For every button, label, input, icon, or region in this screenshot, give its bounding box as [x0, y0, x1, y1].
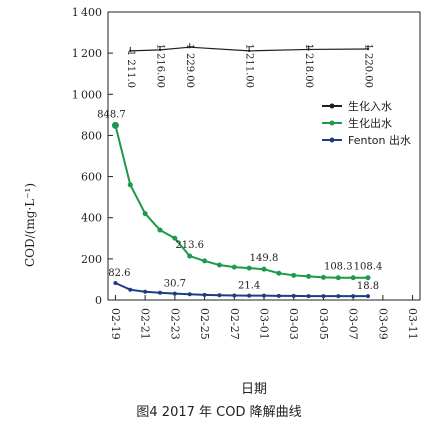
y-tick-label: 200 [81, 253, 102, 266]
data-point [113, 281, 118, 286]
data-point [335, 275, 341, 281]
data-point [306, 294, 311, 299]
data-point [246, 265, 252, 271]
data-point [127, 182, 133, 188]
y-tick-label: 0 [95, 294, 102, 307]
y-tick-label: 600 [81, 171, 102, 184]
data-label: 848.7 [97, 109, 126, 120]
x-tick-label: 03-03 [287, 308, 300, 340]
data-point [351, 294, 356, 299]
legend-label: 生化出水 [348, 116, 392, 130]
data-point [261, 266, 267, 272]
data-point [128, 287, 133, 292]
data-point [231, 264, 237, 270]
x-tick-label: 02-19 [109, 308, 122, 340]
data-point [276, 270, 282, 276]
data-point [202, 292, 207, 297]
x-tick-label: 02-21 [139, 308, 152, 340]
data-point [262, 293, 266, 298]
x-tick-label: 03-11 [406, 308, 419, 340]
data-point [172, 235, 178, 241]
data-point [142, 211, 148, 217]
data-point [291, 272, 297, 278]
legend-marker [329, 137, 335, 143]
data-point [232, 293, 237, 298]
x-axis-title: 日期 [241, 382, 267, 397]
legend-label: Fenton 出水 [348, 133, 411, 147]
data-label: 108.4 [354, 262, 383, 273]
data-point [158, 290, 162, 295]
data-point [172, 291, 177, 296]
data-label: 108.3 [324, 262, 353, 273]
y-tick-label: 1 400 [72, 6, 102, 19]
y-axis: 0 200 400 600 800 1 000 1 200 1 400 [72, 6, 113, 307]
figure-caption: 图4 2017 年 COD 降解曲线 [136, 405, 301, 420]
y-axis-title: COD/(mg·L⁻¹) [23, 183, 37, 267]
data-point [247, 293, 252, 298]
data-point [111, 121, 119, 129]
data-labels: 1 211.0 1 216.00 1 229.00 1 211.00 1 218.00 1… [97, 43, 382, 292]
data-label: 1 211.0 [125, 50, 136, 88]
data-point [187, 292, 192, 297]
legend-entry-3: Fenton 出水 [322, 133, 411, 147]
y-tick-label: 400 [81, 212, 102, 225]
data-label: 149.8 [250, 253, 279, 264]
series-1 [129, 45, 370, 53]
data-label: 18.8 [357, 281, 379, 292]
x-tick-label: 02-27 [228, 308, 241, 340]
data-label: 1 211.00 [244, 43, 255, 88]
data-label: 30.7 [164, 279, 186, 290]
series-line [114, 125, 369, 279]
data-label: 1 218.00 [303, 43, 314, 88]
x-tick-label: 03-01 [258, 308, 271, 340]
data-point [350, 275, 356, 281]
x-axis: 02-19 02-21 02-23 02-25 02-27 03-01 03-03 03-05… [109, 295, 419, 340]
x-tick-label: 03-07 [347, 308, 360, 340]
data-point [291, 293, 296, 298]
data-label: 82.6 [108, 268, 130, 279]
series-line [130, 46, 369, 52]
x-tick-label: 02-25 [198, 308, 211, 340]
legend-marker [329, 120, 335, 126]
series-line [115, 282, 368, 298]
data-point [187, 253, 193, 259]
data-label: 1 216.00 [155, 43, 166, 88]
data-point [216, 262, 222, 268]
data-point [157, 227, 163, 233]
y-tick-label: 800 [81, 129, 102, 142]
x-tick-label: 02-23 [168, 308, 181, 340]
legend-entry-1: 生化入水 [322, 99, 392, 113]
data-point [306, 273, 312, 279]
data-point [321, 294, 326, 299]
x-tick-label: 03-05 [317, 308, 330, 340]
y-tick-label: 1 200 [72, 47, 102, 60]
series-group [111, 45, 371, 299]
data-point [320, 274, 326, 280]
data-point [276, 293, 281, 298]
data-point [202, 258, 208, 264]
data-point [366, 294, 370, 299]
legend-label: 生化入水 [348, 99, 392, 113]
data-point [217, 293, 222, 298]
series-2 [111, 121, 371, 281]
data-point [365, 275, 371, 281]
data-label: 1 220.00 [363, 43, 374, 88]
data-label: 1 229.00 [184, 43, 195, 88]
legend-marker [329, 103, 335, 109]
y-tick-label: 1 000 [72, 88, 102, 101]
legend-entry-2: 生化出水 [322, 116, 392, 130]
x-tick-label: 03-09 [376, 308, 389, 340]
data-point [336, 294, 341, 299]
data-label: 213.6 [175, 240, 204, 251]
series-3 [113, 281, 370, 299]
data-point [143, 289, 148, 294]
data-label: 21.4 [238, 281, 260, 292]
